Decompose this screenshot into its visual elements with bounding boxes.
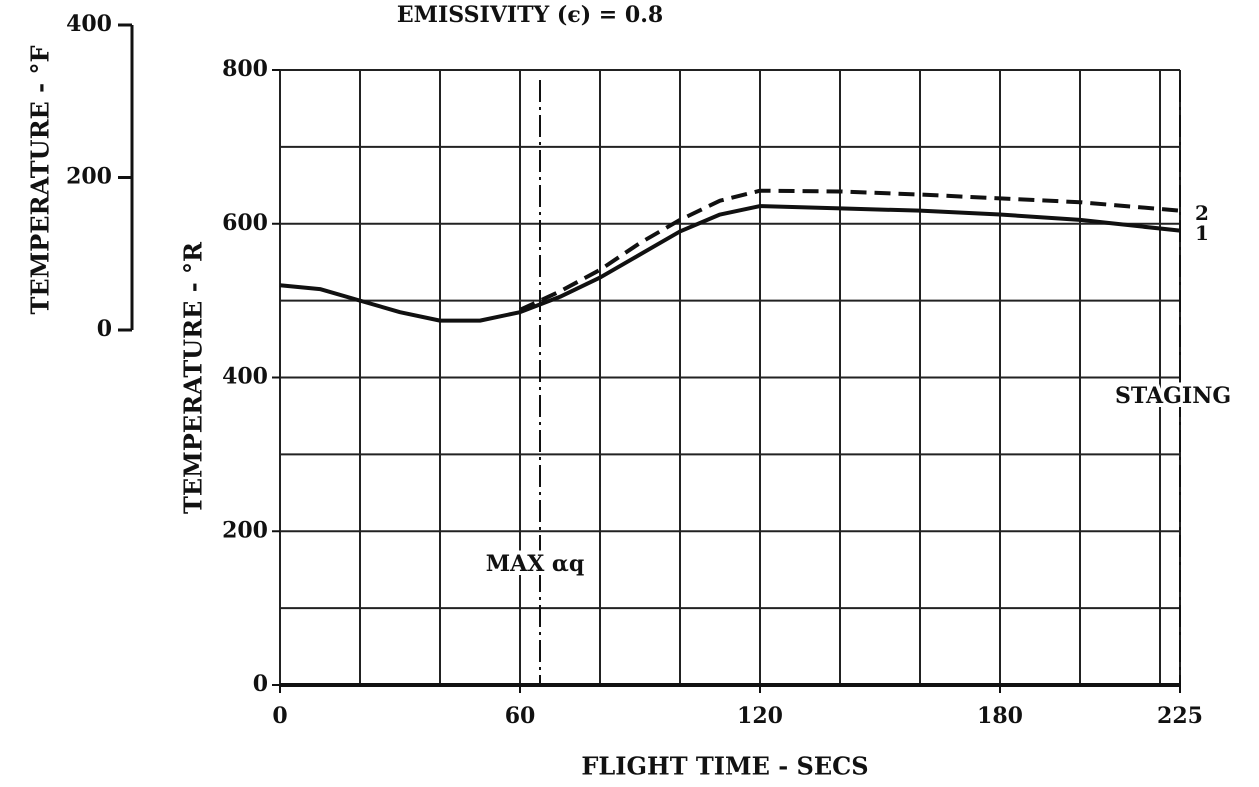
x-tick-label: 120 (737, 703, 783, 729)
legend-label: 1 (1195, 221, 1209, 245)
legend-label: 2 (1195, 201, 1209, 225)
annotation-label: STAGING (1115, 383, 1231, 409)
y2-axis-label: TEMPERATURE - °F (26, 45, 55, 314)
x-tick-label: 180 (977, 703, 1023, 729)
annotation-label: MAX αq (486, 551, 584, 577)
y2-tick-label: 400 (66, 11, 112, 37)
x-tick-label: 60 (505, 703, 536, 729)
y-axis-label: TEMPERATURE - °R (179, 241, 208, 514)
y-tick-label: 200 (222, 517, 268, 543)
chart-title: EMISSIVITY (ϵ) = 0.8 (397, 2, 663, 28)
x-tick-label: 0 (272, 703, 287, 729)
series-line (519, 188, 1181, 312)
y2-tick-label: 200 (66, 164, 112, 190)
y-tick-label: 400 (222, 364, 268, 390)
y2-tick-label: 0 (97, 316, 112, 342)
x-axis-label: FLIGHT TIME - SECS (581, 752, 868, 781)
y-tick-label: 800 (222, 56, 268, 82)
series-line (279, 204, 1181, 323)
x-tick-label: 225 (1157, 703, 1203, 729)
y-tick-label: 0 (253, 671, 268, 697)
y-tick-label: 600 (222, 210, 268, 236)
